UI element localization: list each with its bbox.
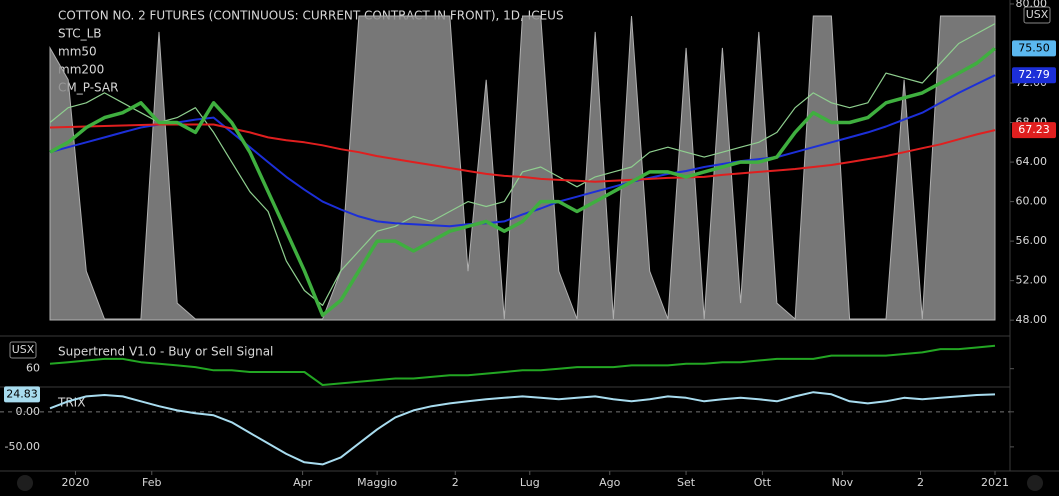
price-label-box: [1012, 40, 1056, 57]
y-tick-label: 56.00: [1016, 234, 1048, 247]
price-label-box: [1012, 67, 1056, 84]
x-tick-label: 2: [917, 476, 924, 489]
indicator-line: [49, 47, 997, 317]
x-tick-label: 2021: [981, 476, 1009, 489]
stc-area: [49, 15, 996, 321]
unit-label: USX: [12, 343, 35, 356]
unit-box: [9, 341, 37, 359]
settings-button[interactable]: [1027, 475, 1043, 491]
unit-box: [1023, 6, 1051, 24]
price-label: 75.50: [1018, 41, 1050, 54]
y-tick-label: 64.00: [1016, 155, 1048, 168]
zoom-button[interactable]: [17, 475, 33, 491]
x-tick-label: Apr: [293, 476, 313, 489]
y-tick-label: 80.00: [1016, 0, 1048, 10]
x-tick-label: Set: [677, 476, 696, 489]
y-tick-label: 52.00: [1016, 274, 1048, 287]
indicator-line: [49, 74, 996, 228]
x-tick-label: Maggio: [357, 476, 397, 489]
y-tick-label: 48.00: [1016, 313, 1048, 326]
x-tick-label: Feb: [142, 476, 161, 489]
price-label-box: [4, 386, 40, 403]
legend-entry: mm50: [58, 45, 97, 59]
x-tick-label: 2020: [61, 476, 89, 489]
price-label: 67.23: [1018, 123, 1050, 136]
x-tick-label: 2: [452, 476, 459, 489]
unit-label: USX: [1026, 8, 1049, 21]
series-line: [49, 391, 996, 466]
y-tick-label: 60.00: [1016, 195, 1048, 208]
legend-entry: mm200: [58, 63, 104, 77]
pane-title: Supertrend V1.0 - Buy or Sell Signal: [58, 345, 273, 359]
legend-entry: CM_P-SAR: [58, 81, 118, 95]
x-tick-label: Ott: [754, 476, 772, 489]
price-label: 24.83: [6, 387, 38, 400]
price-label: 72.79: [1018, 68, 1050, 81]
series-line: [49, 344, 996, 386]
indicator-line: [49, 123, 996, 183]
x-tick-label: Lug: [520, 476, 540, 489]
x-tick-label: Ago: [599, 476, 621, 489]
pane-title: COTTON NO. 2 FUTURES (CONTINUOUS: CURREN…: [58, 9, 564, 23]
y-tick-label: -50.00: [5, 440, 40, 453]
price-label-box: [1012, 122, 1056, 139]
legend-entry: STC_LB: [58, 27, 102, 41]
x-tick-label: Nov: [832, 476, 854, 489]
y-tick-label: 60: [26, 362, 40, 375]
